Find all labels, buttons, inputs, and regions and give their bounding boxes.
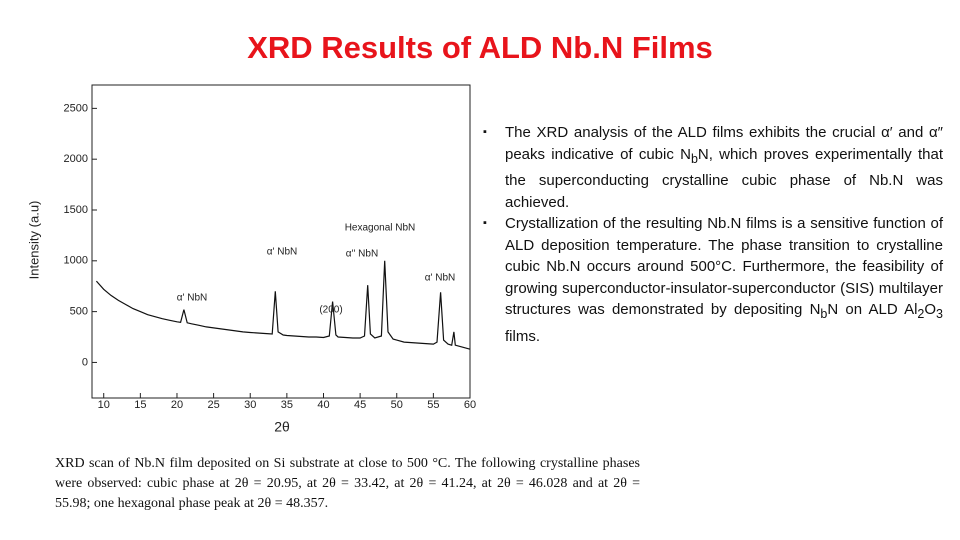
- bullet-list: ▪ The XRD analysis of the ALD films exhib…: [480, 122, 943, 347]
- bullet: ▪ Crystallization of the resulting Nb.N f…: [480, 213, 943, 347]
- x-tick-label: 15: [134, 399, 146, 411]
- peak-annotation: α' NbN: [177, 293, 207, 304]
- x-tick-label: 55: [427, 399, 439, 411]
- subscript: 3: [936, 307, 943, 321]
- bullet-text: N on ALD Al: [827, 301, 918, 318]
- y-tick-label: 500: [70, 306, 88, 318]
- peak-annotation: α' NbN: [425, 273, 455, 284]
- subscript: b: [820, 307, 828, 321]
- y-tick-label: 2500: [64, 102, 88, 114]
- subscript: 2: [917, 307, 925, 321]
- x-tick-label: 25: [207, 399, 219, 411]
- y-tick-label: 1000: [64, 255, 88, 267]
- bullet-text: Crystallization of the resulting Nb.N fi…: [505, 215, 943, 318]
- x-tick-label: 35: [281, 399, 293, 411]
- x-tick-label: 20: [171, 399, 183, 411]
- x-tick-label: 45: [354, 399, 366, 411]
- x-tick-label: 10: [98, 399, 110, 411]
- chart: 2θ Intensity (a.u) 10 15 20 25 30 35 40 45 50 55 6…: [26, 84, 476, 435]
- x-tick-label: 60: [464, 399, 476, 411]
- caption: XRD scan of Nb.N film deposited on Si su…: [55, 456, 640, 511]
- bullet: ▪ The XRD analysis of the ALD films exhib…: [480, 122, 943, 213]
- y-tick-label: 0: [82, 356, 88, 368]
- subscript: b: [690, 151, 698, 166]
- bullet-text: films.: [505, 327, 540, 345]
- peak-annotation: α' NbN: [267, 247, 297, 258]
- peak-annotation: (200): [319, 305, 342, 316]
- plot-frame: [91, 84, 471, 399]
- xrd-line: [95, 260, 471, 350]
- x-tick-label: 30: [244, 399, 256, 411]
- peak-annotation: α'' NbN: [346, 249, 378, 260]
- y-axis-label: Intensity (a.u): [26, 201, 41, 280]
- peak-annotation: Hexagonal NbN: [345, 223, 416, 234]
- bullet-marker: ▪: [483, 217, 487, 229]
- slide-title: XRD Results of ALD Nb.N Films: [247, 30, 713, 65]
- x-tick-label: 40: [317, 399, 329, 411]
- x-tick-label: 50: [391, 399, 403, 411]
- bullet-marker: ▪: [483, 126, 487, 138]
- bullet-text: O: [924, 301, 937, 318]
- bullet-text: The XRD analysis of the ALD films exhibi…: [505, 124, 943, 163]
- bullet-text: N, which proves experimentally that the …: [505, 145, 943, 211]
- y-tick-label: 1500: [64, 204, 88, 216]
- y-tick-label: 2000: [64, 153, 88, 165]
- x-axis-label: 2θ: [274, 419, 290, 435]
